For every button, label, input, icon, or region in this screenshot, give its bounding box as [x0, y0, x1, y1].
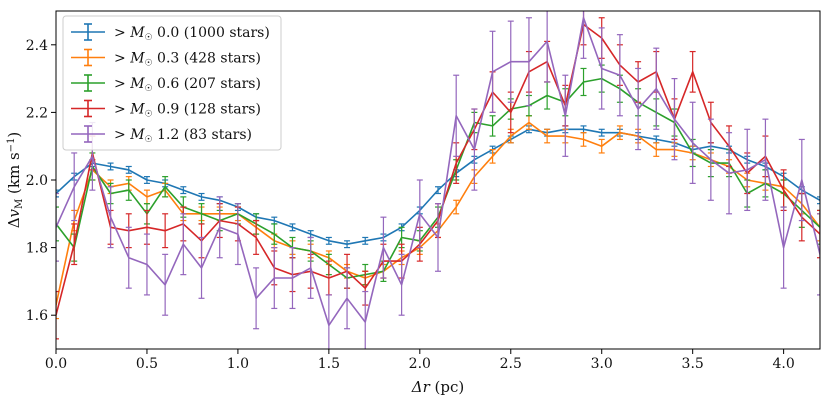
error-bar [817, 209, 820, 259]
series-layer [56, 11, 820, 349]
x-tick-label: 0.5 [136, 356, 158, 372]
legend-handle [71, 23, 105, 41]
legend: > M☉ 0.0 (1000 stars) > M☉ 0.3 (428 stars… [62, 15, 282, 151]
y-tick-label: 2.0 [26, 173, 48, 189]
x-tick-label: 1.5 [318, 356, 340, 372]
series-4 [56, 11, 820, 349]
legend-entry: > M☉ 1.2 (83 stars) [71, 125, 252, 145]
y-tick-label: 1.8 [26, 241, 48, 257]
error-bar [56, 206, 59, 242]
x-tick-label: 3.0 [591, 356, 613, 372]
legend-handle [71, 125, 105, 143]
y-tick-label: 2.4 [26, 38, 48, 54]
legend-label: > M☉ 0.6 (207 stars) [114, 76, 261, 94]
ticks-layer: 0.0 0.5 1.0 1.5 2.0 2.5 3.0 3.5 4.0 1.6 1.8 2.0 2.2 2… [26, 38, 795, 372]
y-tick-label: 2.2 [26, 105, 48, 121]
error-bar [56, 290, 59, 340]
legend-frame [62, 15, 282, 151]
legend-label: > M☉ 0.0 (1000 stars) [114, 25, 270, 43]
y-axis-label: ΔvM (km s−1) [5, 132, 25, 229]
legend-entry: > M☉ 0.0 (1000 stars) [71, 23, 270, 43]
x-tick-label: 4.0 [772, 356, 794, 372]
x-axis-label: Δr (pc) [411, 378, 465, 396]
series-line [56, 16, 820, 327]
x-tick-label: 3.5 [682, 356, 704, 372]
x-tick-label: 0.0 [45, 356, 67, 372]
legend-handle [71, 48, 105, 67]
legend-entry: > M☉ 0.9 (128 stars) [71, 99, 261, 120]
error-bar [56, 192, 59, 262]
x-tick-label: 2.5 [500, 356, 522, 372]
error-bar [817, 213, 820, 296]
x-tick-label: 2.0 [409, 356, 431, 372]
x-tick-label: 1.0 [227, 356, 249, 372]
error-bar [817, 196, 820, 205]
y-tick-label: 1.6 [26, 308, 48, 324]
legend-handle [71, 99, 105, 118]
error-bar [56, 189, 59, 198]
legend-label: > M☉ 0.3 (428 stars) [114, 51, 261, 69]
legend-entry: > M☉ 0.3 (428 stars) [71, 48, 261, 69]
legend-entry: > M☉ 0.6 (207 stars) [71, 74, 261, 94]
legend-label: > M☉ 1.2 (83 stars) [114, 127, 252, 145]
legend-handle [71, 74, 105, 92]
legend-label: > M☉ 0.9 (128 stars) [114, 102, 261, 120]
